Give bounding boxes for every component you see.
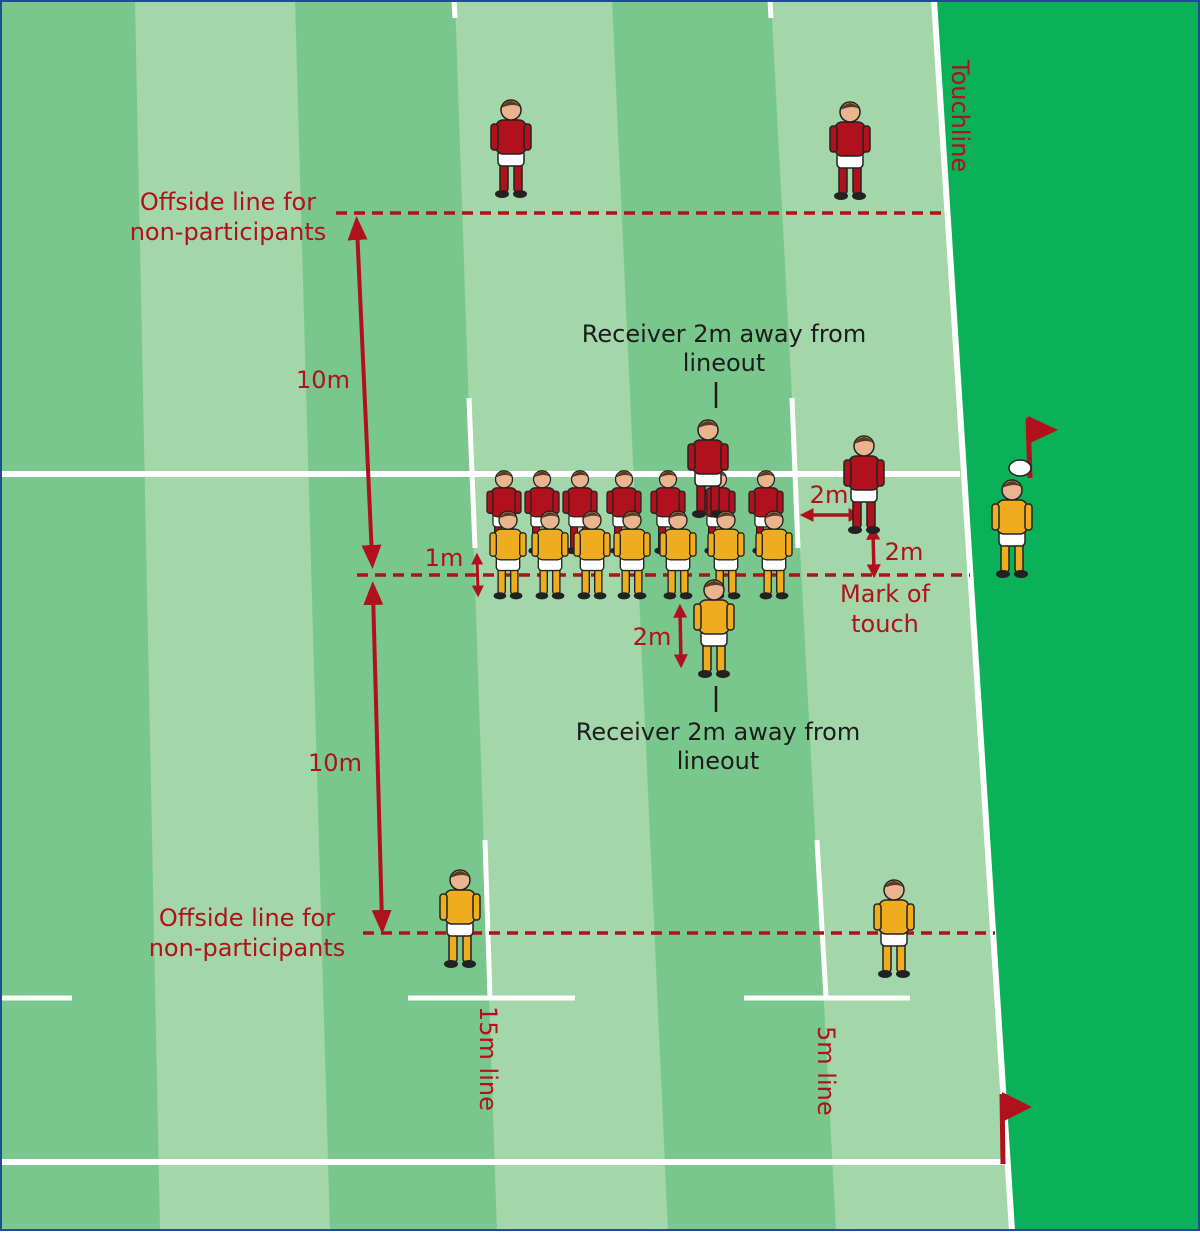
two-m-label-mark: 2m [885, 538, 924, 566]
mark-of-touch-label-1: Mark of [840, 580, 930, 608]
rugby-player-gold [489, 510, 527, 600]
rugby-player-red [829, 101, 871, 200]
fifteen-m-line-label: 15m line [474, 1006, 502, 1111]
touchline-label: Touchline [946, 59, 974, 172]
rugby-player-gold [659, 510, 697, 600]
rugby-ball-icon [1008, 459, 1032, 477]
touchline-line [931, 0, 1015, 1232]
rugby-player-red [490, 99, 532, 198]
in-goal-area [935, 0, 1200, 1231]
measurement-arrows [347, 216, 881, 934]
rugby-player-gold [755, 510, 793, 600]
five-m-line-mark [814, 839, 829, 999]
rugby-player-gold [439, 869, 481, 968]
corner-flag-icon [999, 1092, 1032, 1165]
rugby-player-gold [573, 510, 611, 600]
receiver-label-bottom-2: lineout [677, 747, 760, 775]
one-m-arrow [471, 552, 484, 598]
players [439, 99, 1033, 978]
offside-label-bottom-1: Offside line for [159, 904, 335, 932]
ten-m-arrow-bottom [363, 581, 392, 934]
two-m-arrow-receiver [673, 603, 688, 669]
rugby-player-gold [873, 879, 915, 978]
two-m-arrow-mark [866, 525, 881, 579]
mark-of-touch-label-2: touch [851, 610, 919, 638]
receiver-label-bottom-1: Receiver 2m away from [576, 718, 860, 746]
ten-m-label-top: 10m [296, 366, 350, 394]
labels: Offside line for non-participants Offsid… [130, 59, 974, 1116]
receiver-label-top-1: Receiver 2m away from [582, 320, 866, 348]
offside-label-top-2: non-participants [130, 218, 327, 246]
rugby-player-gold [531, 510, 569, 600]
receiver-label-top-2: lineout [683, 349, 766, 377]
fifteen-m-line-mark [482, 839, 493, 999]
rugby-player-red [843, 435, 885, 534]
offside-label-bottom-2: non-participants [149, 934, 346, 962]
rugby-player-gold [693, 579, 735, 678]
ten-m-arrow-top [347, 216, 382, 569]
rugby-player-red [687, 419, 729, 518]
one-m-label: 1m [425, 544, 464, 572]
ten-m-label-bottom: 10m [308, 749, 362, 777]
two-m-label-receiver: 2m [633, 623, 672, 651]
rugby-player-gold [991, 479, 1033, 578]
pitch-lines [0, 0, 1015, 1232]
offside-label-top-1: Offside line for [140, 188, 316, 216]
five-m-line-label: 5m line [812, 1026, 840, 1116]
rugby-player-gold [613, 510, 651, 600]
rugby-player-gold [707, 510, 745, 600]
two-m-label-hooker: 2m [810, 481, 849, 509]
